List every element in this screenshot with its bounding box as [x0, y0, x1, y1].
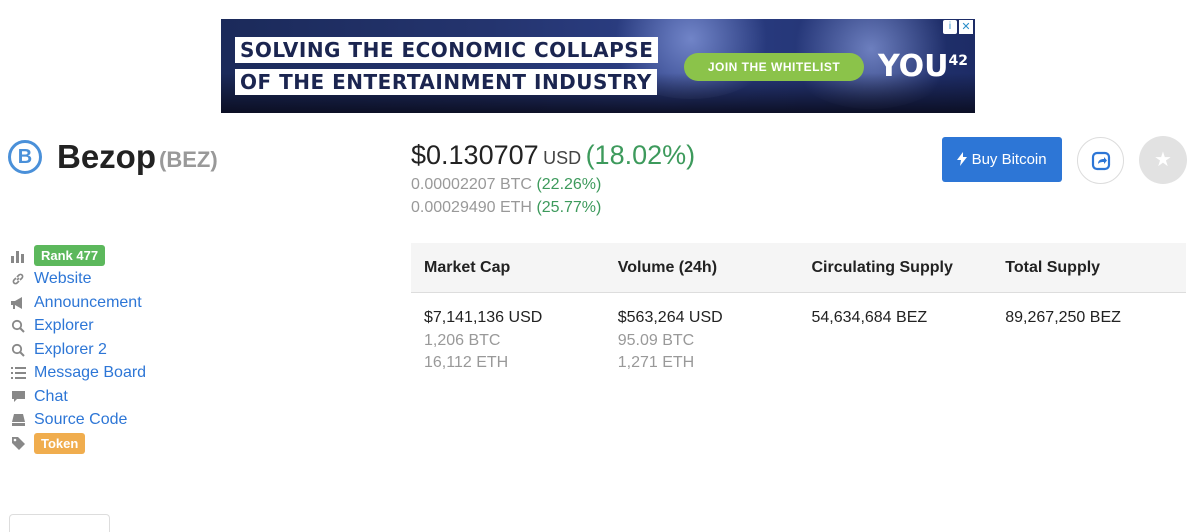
adchoices-icon[interactable]: i	[943, 20, 957, 34]
close-icon[interactable]: ✕	[959, 20, 973, 34]
coin-stats-table: Market Cap Volume (24h) Circulating Supp…	[411, 243, 1186, 375]
market-cap-btc: 1,206 BTC	[424, 331, 501, 349]
sidebar-item-message-board[interactable]: Message Board	[8, 362, 146, 386]
search-icon	[8, 316, 28, 336]
token-row: Token	[8, 432, 146, 456]
coin-symbol: (BEZ)	[159, 147, 218, 172]
bar-chart-icon	[8, 246, 28, 266]
chat-icon	[8, 387, 28, 407]
tab-charts[interactable]	[9, 514, 110, 532]
ad-brand-logo: YOU42	[878, 49, 969, 84]
rank-badge: Rank 477	[34, 245, 106, 267]
watchlist-button[interactable]: ★	[1139, 136, 1187, 184]
price-usd: $0.130707 USD (18.02%)	[411, 140, 695, 171]
rank-row: Rank 477	[8, 244, 146, 268]
ad-banner[interactable]: SOLVING THE ECONOMIC COLLAPSE OF THE ENT…	[221, 19, 975, 113]
header-total-supply: Total Supply	[1005, 259, 1101, 276]
market-cap-cell: $7,141,136 USD 1,206 BTC 16,112 ETH	[411, 307, 605, 375]
stats-value-row: $7,141,136 USD 1,206 BTC 16,112 ETH $563…	[411, 293, 1186, 375]
star-icon: ★	[1154, 149, 1172, 171]
link-icon	[8, 269, 28, 289]
sidebar-item-announcement[interactable]: Announcement	[8, 291, 146, 315]
message-board-link[interactable]: Message Board	[34, 364, 147, 382]
header-market-cap: Market Cap	[424, 259, 511, 276]
price-usd-unit: USD	[543, 148, 582, 168]
sidebar-item-source-code[interactable]: Source Code	[8, 409, 146, 433]
coin-logo: B	[8, 140, 42, 174]
source-code-link[interactable]: Source Code	[34, 411, 128, 429]
circulating-supply-value: 54,634,684 BEZ	[811, 309, 928, 326]
coin-links-sidebar: Rank 477 Website Announcement Explorer E…	[8, 244, 146, 456]
token-badge: Token	[34, 433, 86, 455]
header-circulating-supply: Circulating Supply	[811, 259, 953, 276]
price-eth-value: 0.00029490 ETH	[411, 199, 532, 216]
volume-eth: 1,271 ETH	[617, 354, 695, 371]
stats-header-row: Market Cap Volume (24h) Circulating Supp…	[411, 243, 1186, 293]
ad-cta-button[interactable]: JOIN THE WHITELIST	[684, 53, 864, 81]
price-btc-value: 0.00002207 BTC	[411, 176, 532, 193]
sidebar-item-explorer-2[interactable]: Explorer 2	[8, 338, 146, 362]
lightning-icon	[957, 151, 971, 168]
market-cap-eth: 16,112 ETH	[424, 354, 509, 371]
sidebar-item-chat[interactable]: Chat	[8, 385, 146, 409]
list-icon	[8, 363, 28, 383]
total-supply-cell: 89,267,250 BEZ	[992, 307, 1186, 375]
announcement-link[interactable]: Announcement	[34, 293, 142, 311]
chat-link[interactable]: Chat	[34, 387, 68, 405]
buy-bitcoin-button[interactable]: Buy Bitcoin	[942, 137, 1062, 182]
circulating-supply-cell: 54,634,684 BEZ	[799, 307, 993, 375]
tag-icon	[8, 434, 28, 454]
search-icon	[8, 340, 28, 360]
share-button[interactable]	[1077, 137, 1124, 184]
server-icon	[8, 410, 28, 430]
sidebar-item-website[interactable]: Website	[8, 268, 146, 292]
ad-headline-line2: OF THE ENTERTAINMENT INDUSTRY	[235, 69, 657, 95]
price-btc: 0.00002207 BTC (22.26%)	[411, 176, 601, 194]
ad-headline-line1: SOLVING THE ECONOMIC COLLAPSE	[235, 37, 659, 63]
volume-cell: $563,264 USD 95.09 BTC 1,271 ETH	[605, 307, 799, 375]
explorer-link[interactable]: Explorer	[34, 317, 94, 335]
volume-btc: 95.09 BTC	[617, 331, 695, 349]
market-cap-usd: $7,141,136 USD	[424, 309, 543, 326]
volume-usd: $563,264 USD	[617, 309, 723, 326]
header-volume: Volume (24h)	[617, 259, 718, 276]
coin-name: Bezop	[57, 138, 156, 175]
price-eth: 0.00029490 ETH (25.77%)	[411, 199, 601, 217]
explorer-2-link[interactable]: Explorer 2	[34, 340, 107, 358]
megaphone-icon	[8, 293, 28, 313]
price-usd-value: $0.130707	[411, 140, 539, 170]
price-usd-change: (18.02%)	[585, 140, 696, 170]
total-supply-value: 89,267,250 BEZ	[1005, 309, 1121, 326]
website-link[interactable]: Website	[34, 270, 92, 288]
sidebar-item-explorer[interactable]: Explorer	[8, 315, 146, 339]
buy-bitcoin-label: Buy Bitcoin	[971, 151, 1047, 168]
coin-tabs	[9, 514, 1200, 532]
price-btc-change: (22.26%)	[536, 176, 602, 193]
share-icon	[1091, 151, 1111, 176]
price-eth-change: (25.77%)	[536, 199, 602, 216]
